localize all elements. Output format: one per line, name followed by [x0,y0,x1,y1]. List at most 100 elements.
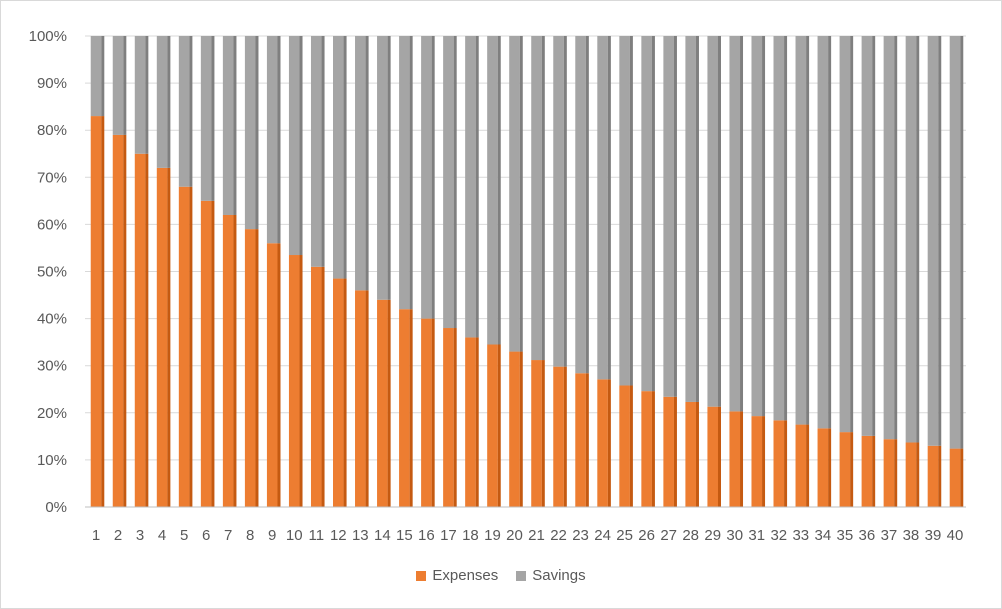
bar-side-savings [123,36,127,135]
bar-side-expenses [475,337,479,507]
x-tick-label: 25 [616,527,633,544]
bar-expenses [112,134,124,507]
bar-expenses [905,442,917,507]
bar-side-expenses [365,290,369,507]
x-tick-label: 35 [837,527,854,544]
bar-side-savings [387,36,391,300]
bar-savings [333,36,344,279]
x-tick-label: 1 [92,527,100,544]
bar-savings [773,36,785,421]
bar-savings [861,36,873,436]
bar-savings [883,36,895,440]
bar-savings [575,36,586,374]
legend-label-expenses: Expenses [432,567,499,584]
bar-expenses [156,167,168,507]
y-tick-label: 10% [37,452,67,469]
bar-savings [134,36,146,154]
bar-side-expenses [651,391,655,507]
bar-side-expenses [872,435,876,507]
bar-side-savings [828,36,832,429]
bar-side-expenses [299,255,303,507]
bar-expenses [817,428,829,507]
bar-side-expenses [717,406,721,507]
legend-label-savings: Savings [532,567,586,584]
bar-savings [156,36,168,168]
bar-side-savings [167,36,171,168]
bar-side-savings [938,36,942,446]
bar-side-expenses [916,442,920,507]
x-tick-label: 20 [506,527,523,544]
bar-savings [443,36,454,329]
bar-savings [244,36,256,230]
y-tick-label: 20% [37,405,67,422]
bar-savings [288,36,300,256]
bar-expenses [244,229,256,508]
bar-side-savings [497,36,501,345]
bar-savings [90,36,102,117]
bar-savings [685,36,696,402]
x-tick-label: 24 [594,527,611,544]
bar-side-savings [740,36,744,412]
bar-side-expenses [784,420,788,507]
bar-side-expenses [673,396,677,507]
x-tick-label: 4 [158,527,166,544]
bar-side-savings [519,36,523,352]
bar-expenses [487,344,498,507]
x-tick-label: 12 [330,527,347,544]
bar-savings [531,36,542,361]
bar-side-expenses [894,439,898,507]
x-tick-label: 5 [180,527,188,544]
bar-expenses [707,406,718,507]
bar-side-expenses [960,448,964,507]
bar-side-expenses [211,200,215,507]
bar-expenses [377,299,388,507]
bar-side-savings [475,36,479,338]
bar-side-expenses [321,266,325,507]
bar-savings [839,36,851,433]
y-tick-label: 70% [37,169,67,186]
bar-expenses [883,439,895,507]
bar-expenses [619,385,630,507]
legend-item-savings: Savings [516,567,586,584]
bar-side-savings [916,36,920,443]
bar-expenses [355,290,366,507]
bar-side-savings [717,36,721,407]
bar-savings [421,36,432,319]
bar-savings [817,36,829,429]
bar-savings [222,36,234,215]
bar-expenses [795,424,807,507]
bar-side-savings [695,36,699,402]
bar-side-savings [784,36,788,421]
bar-side-savings [145,36,149,154]
x-tick-label: 13 [352,527,369,544]
bar-savings [795,36,807,425]
x-tick-label: 32 [770,527,787,544]
bar-side-savings [629,36,633,386]
bar-expenses [751,416,763,507]
bar-expenses [729,411,741,507]
bar-side-expenses [519,351,523,507]
x-tick-label: 3 [136,527,144,544]
bar-savings [377,36,388,300]
bar-expenses [641,391,652,507]
bar-side-savings [585,36,589,374]
x-tick-label: 37 [881,527,898,544]
bar-side-expenses [255,229,259,508]
bar-savings [465,36,476,338]
x-tick-label: 6 [202,527,210,544]
bar-side-savings [365,36,369,291]
legend: Expenses Savings [1,567,1001,584]
x-tick-label: 22 [550,527,567,544]
bar-expenses [200,200,212,507]
bar-side-savings [607,36,611,380]
bar-side-savings [277,36,281,244]
bar-expenses [575,373,586,507]
bar-expenses [861,435,873,507]
bar-side-expenses [497,344,501,507]
x-tick-label: 33 [792,527,809,544]
bar-side-expenses [541,360,545,507]
bar-expenses [288,255,300,507]
x-tick-label: 18 [462,527,479,544]
legend-swatch-expenses [416,570,427,581]
